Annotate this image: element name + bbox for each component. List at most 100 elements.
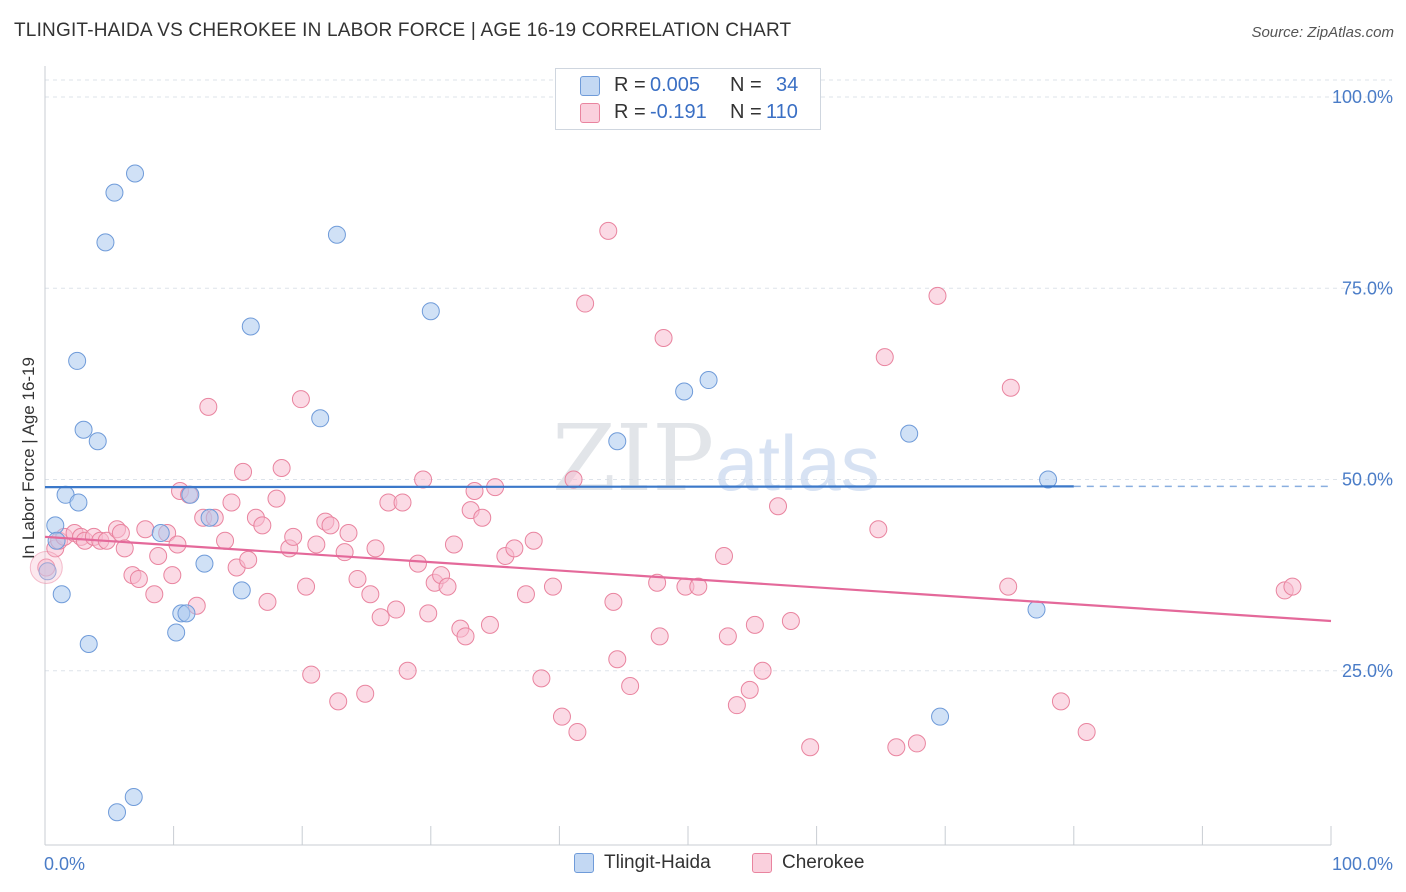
cherokee-point bbox=[414, 470, 433, 489]
cherokee-point-large bbox=[29, 550, 63, 584]
cherokee-point bbox=[887, 738, 906, 757]
cherokee-point bbox=[335, 543, 354, 562]
cherokee-point bbox=[1001, 378, 1020, 397]
cherokee-point bbox=[928, 286, 947, 305]
cherokee-point bbox=[216, 531, 235, 550]
cherokee-point bbox=[284, 527, 303, 546]
cherokee-point bbox=[524, 531, 543, 550]
cherokee-point bbox=[480, 615, 499, 634]
watermark-zip: ZIP bbox=[552, 405, 714, 512]
cherokee-point bbox=[689, 577, 708, 596]
legend-n-value: 110 bbox=[766, 101, 798, 123]
tlingit-haida-point bbox=[311, 409, 330, 428]
cherokee-point bbox=[321, 516, 340, 535]
tlingit-haida-point bbox=[931, 707, 950, 726]
tlingit-haida-point bbox=[608, 432, 627, 451]
x-tick-label-max: 100.0% bbox=[1332, 854, 1393, 874]
cherokee-point bbox=[650, 627, 669, 646]
grid-layer bbox=[45, 79, 1392, 672]
tlingit-haida-point bbox=[900, 424, 919, 443]
tlingit-haida-point bbox=[327, 225, 346, 244]
cherokee-point bbox=[398, 661, 417, 680]
cherokee-point bbox=[801, 738, 820, 757]
cherokee-point bbox=[408, 554, 427, 573]
y-axis-label: In Labor Force | Age 16-19 bbox=[19, 357, 38, 559]
cherokee-point bbox=[1051, 692, 1070, 711]
cherokee-point bbox=[267, 489, 286, 508]
cherokee-point bbox=[516, 585, 535, 604]
cherokee-point bbox=[348, 569, 367, 588]
x-tick-label-min: 0.0% bbox=[44, 854, 85, 874]
tlingit-haida-point bbox=[699, 371, 718, 390]
cherokee-point bbox=[473, 508, 492, 527]
y-tick-label: 100.0% bbox=[1332, 87, 1393, 107]
cherokee-point bbox=[115, 539, 134, 558]
cherokee-point bbox=[297, 577, 316, 596]
tlingit-haida-point bbox=[46, 516, 65, 535]
cherokee-point bbox=[648, 573, 667, 592]
tlingit-haida-point bbox=[177, 604, 196, 623]
tlingit-haida-point bbox=[68, 351, 87, 370]
y-tick-label: 75.0% bbox=[1342, 278, 1393, 298]
cherokee-swatch bbox=[580, 103, 600, 123]
cherokee-point bbox=[356, 684, 375, 703]
chart-title: TLINGIT-HAIDA VS CHEROKEE IN LABOR FORCE… bbox=[14, 20, 792, 41]
cherokee-point bbox=[1283, 577, 1302, 596]
tlingit-haida-point bbox=[79, 634, 98, 653]
cherokee-point bbox=[568, 722, 587, 741]
tlingit-haida-point bbox=[126, 164, 145, 183]
tlingit-haida-point bbox=[88, 432, 107, 451]
cherokee-point bbox=[654, 328, 673, 347]
cherokee-point bbox=[781, 612, 800, 631]
tlingit-haida-point bbox=[69, 493, 88, 512]
cherokee-point bbox=[111, 524, 130, 543]
tlingit-legend-swatch bbox=[574, 853, 594, 873]
tlingit-haida-trendline bbox=[44, 485, 1074, 489]
cherokee-point bbox=[740, 680, 759, 699]
tlingit-haida-point bbox=[52, 585, 71, 604]
labels-layer: 25.0% 50.0% 75.0% 100.0% 0.0% 100.0% bbox=[44, 87, 1393, 874]
cherokee-point bbox=[291, 390, 310, 409]
cherokee-point bbox=[532, 669, 551, 688]
watermark-atlas: atlas bbox=[715, 419, 880, 507]
cherokee-point bbox=[715, 547, 734, 565]
axes-layer bbox=[44, 66, 1332, 846]
tlingit-haida-point bbox=[96, 233, 115, 252]
cherokee-point bbox=[875, 348, 894, 367]
cherokee-point bbox=[366, 539, 385, 558]
tlingit-haida-point bbox=[108, 803, 127, 822]
cherokee-point bbox=[393, 493, 412, 512]
cherokee-point bbox=[599, 221, 618, 240]
cherokee-point bbox=[438, 577, 457, 596]
cherokee-point bbox=[272, 459, 291, 478]
legend-r-label: R = bbox=[614, 101, 646, 123]
legend-n-label: N = bbox=[730, 74, 762, 96]
cherokee-trendline bbox=[44, 535, 1332, 623]
legend-r-value: -0.191 bbox=[650, 101, 707, 123]
cherokee-point bbox=[718, 627, 737, 646]
tlingit-haida-point bbox=[47, 531, 66, 550]
cherokee-point bbox=[419, 604, 438, 623]
cherokee-point bbox=[543, 577, 562, 596]
legend-n-label: N = bbox=[730, 101, 762, 123]
cherokee-point bbox=[222, 493, 241, 512]
cherokee-point bbox=[149, 547, 168, 565]
tlingit-haida-point bbox=[1027, 600, 1046, 619]
tlingit-haida-point bbox=[38, 562, 57, 581]
tlingit-haida-point bbox=[232, 581, 251, 600]
cherokee-legend-swatch bbox=[752, 853, 772, 873]
cherokee-point bbox=[727, 696, 746, 715]
cherokee-point bbox=[145, 585, 164, 604]
cherokee-point bbox=[163, 566, 182, 585]
cherokee-point bbox=[604, 592, 623, 611]
cherokee-point bbox=[444, 535, 463, 554]
series-legend: Tlingit-Haida Cherokee bbox=[0, 852, 1406, 878]
cherokee-point bbox=[129, 569, 148, 588]
cherokee-point bbox=[253, 516, 272, 535]
watermark: ZIP atlas bbox=[552, 405, 880, 512]
cherokee-point bbox=[456, 627, 475, 646]
cherokee-point bbox=[199, 397, 218, 416]
legend-label: Tlingit-Haida bbox=[604, 852, 711, 873]
stats-legend: R = 0.005 N = 34 R = -0.191 N = 110 bbox=[555, 68, 821, 130]
tlingit-haida-point bbox=[167, 623, 186, 642]
